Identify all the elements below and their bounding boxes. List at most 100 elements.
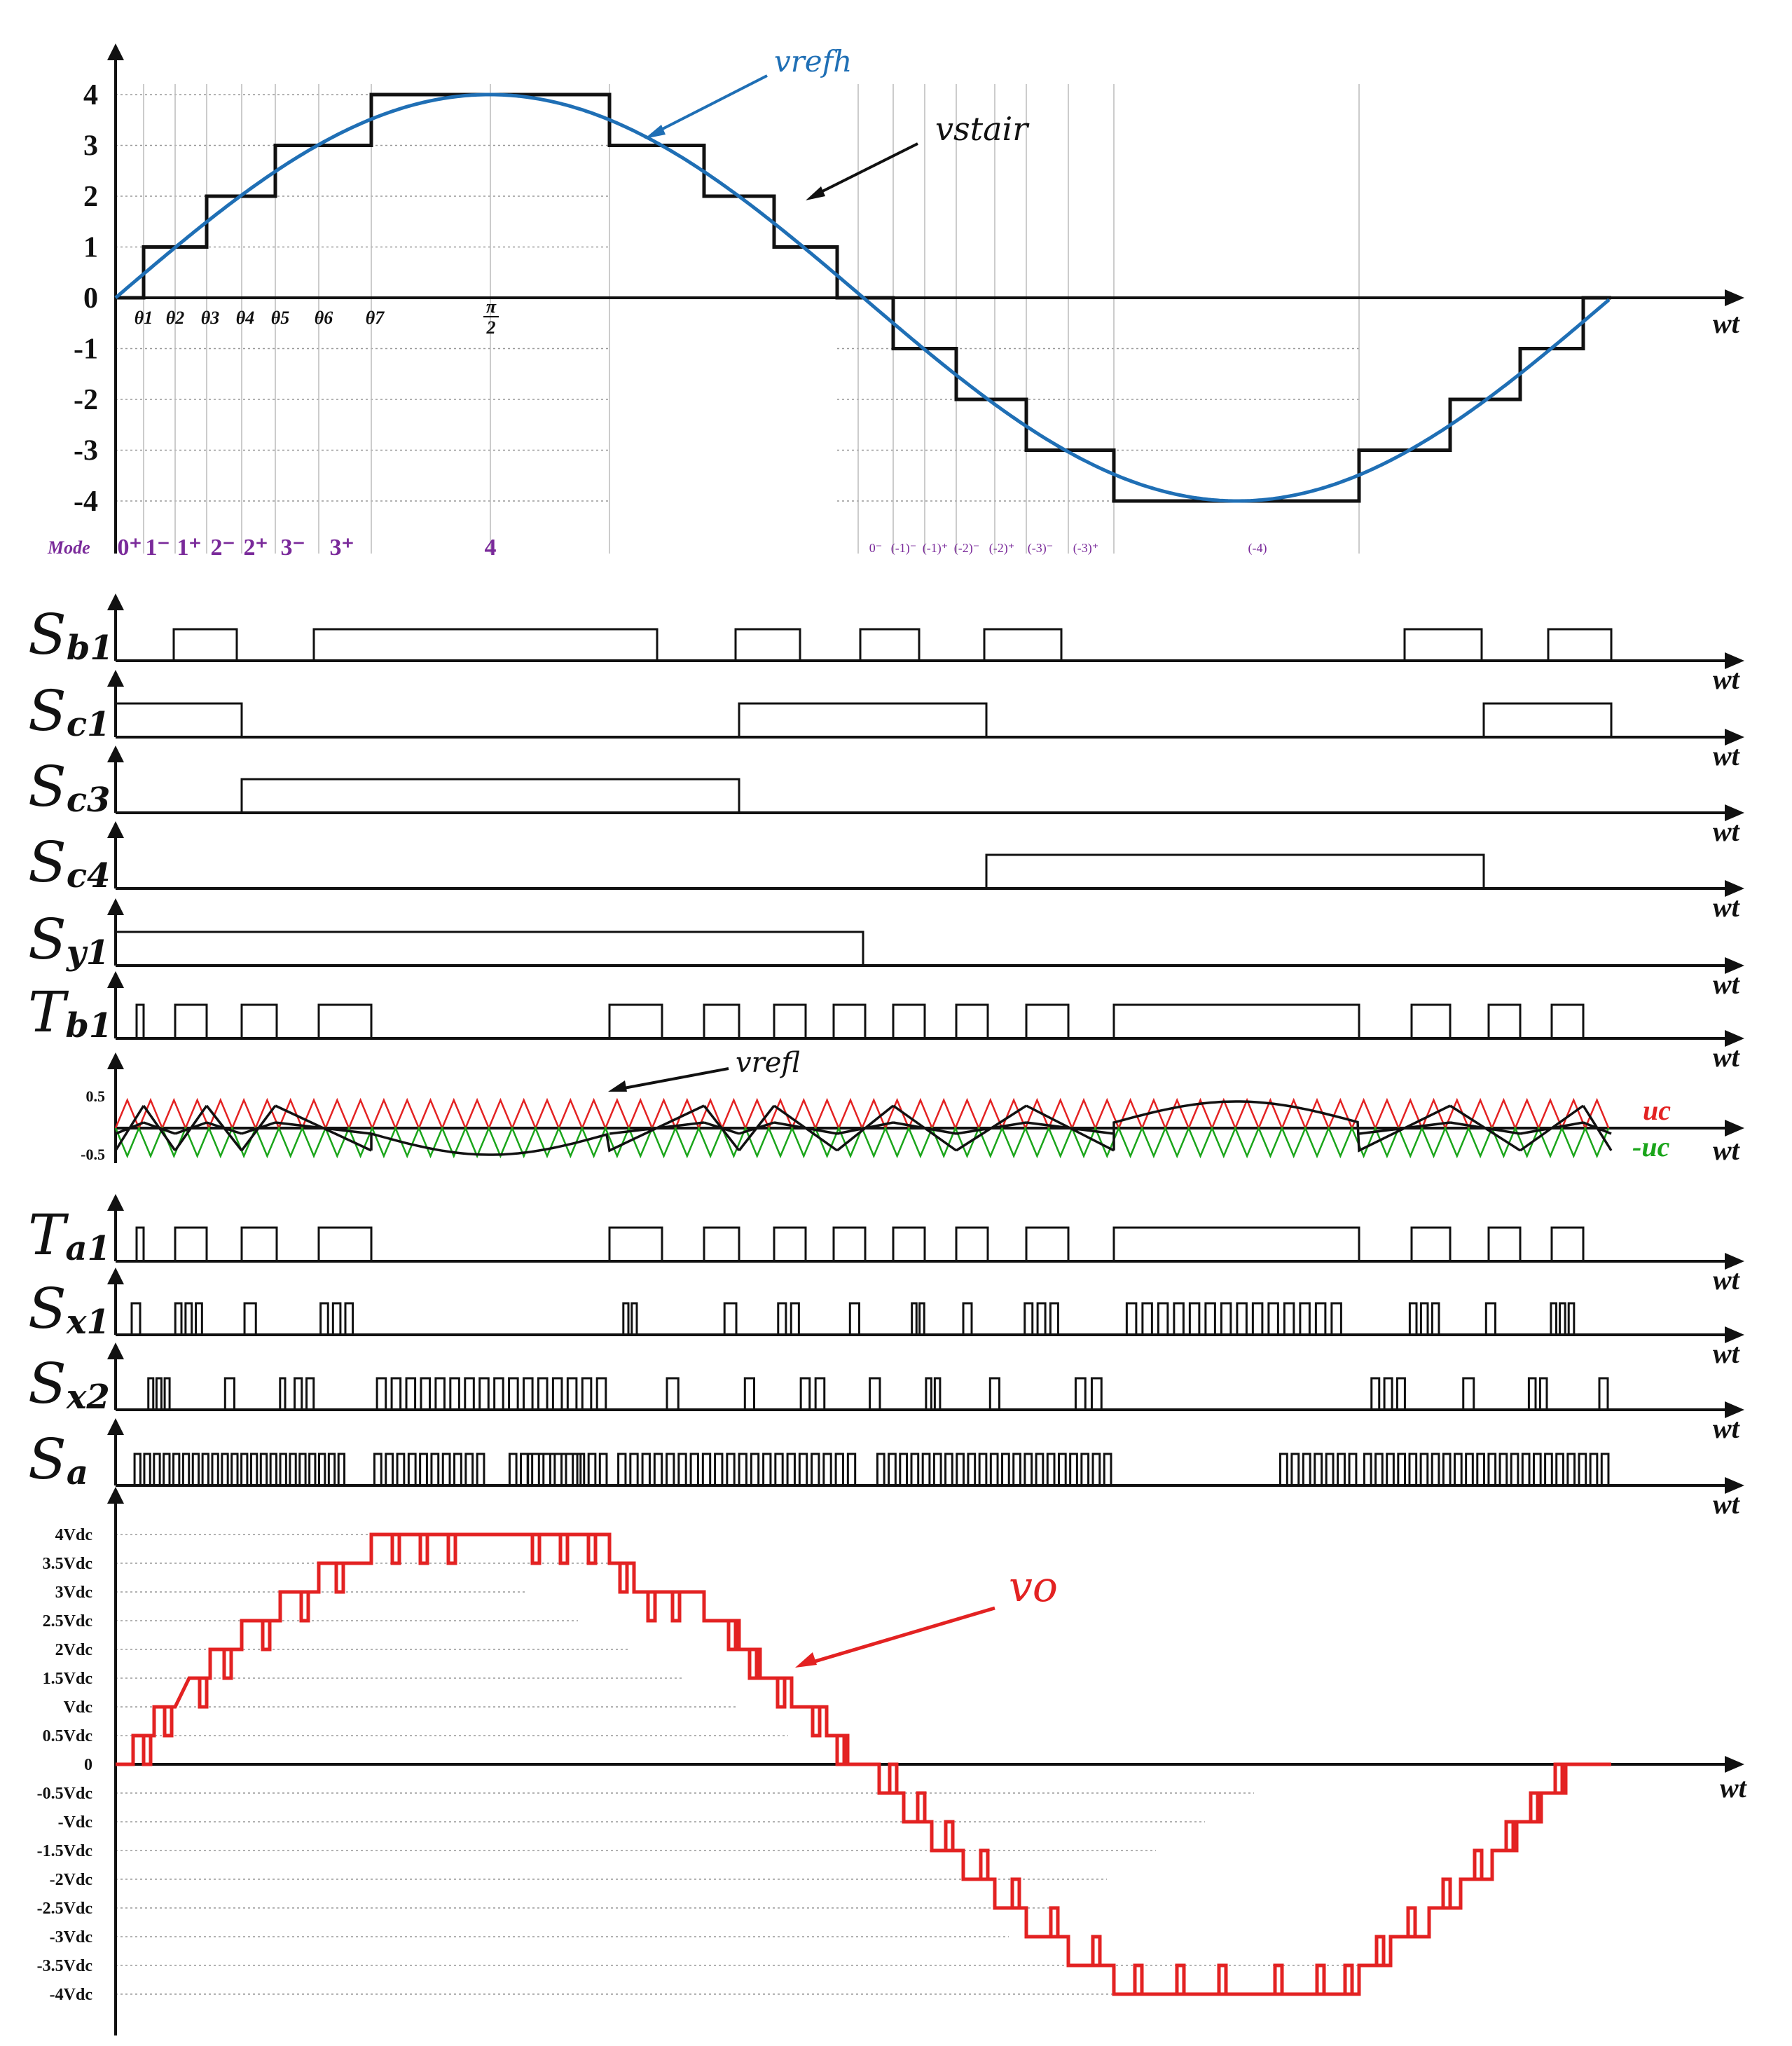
output-y-tick: 2.5Vdc — [43, 1612, 93, 1630]
output-x-axis-arrow — [1725, 1756, 1744, 1773]
top-y-tick: -1 — [74, 334, 98, 366]
mode-label: (-3)⁻ — [1028, 541, 1053, 556]
top-x-axis-arrow — [1725, 289, 1744, 306]
theta-label: θ1 — [135, 308, 153, 328]
panel-wt-label: wt — [1713, 740, 1741, 771]
output-wt-label: wt — [1720, 1772, 1748, 1804]
signal-label-sc3: Sc3 — [28, 754, 110, 820]
uc-label: uc — [1643, 1094, 1671, 1126]
mode-label: (-1)⁻ — [891, 541, 916, 556]
mode-title: Mode — [47, 537, 90, 558]
top-y-tick: 0 — [83, 282, 98, 315]
signal-panel-sc3: Sc3 wt — [28, 746, 1744, 847]
signal-panel-sc1: Sc1 wt — [28, 670, 1744, 771]
reference-staircase-panel: 4 3 2 1 0 -1 -2 -3 -4 θ1 θ2 θ3 θ4 θ5 θ6 θ7 π 2 wt vref… — [47, 43, 1744, 561]
panel-x-arrow — [1725, 1253, 1744, 1270]
mode-label: 3⁻ — [281, 535, 305, 561]
carrier-wt-label: wt — [1713, 1134, 1741, 1166]
top-y-tick-labels: 4 3 2 1 0 -1 -2 -3 -4 — [74, 79, 98, 518]
signal-label-tb1: Tb1 — [28, 980, 112, 1045]
mode-label: 2⁻ — [211, 535, 235, 561]
pulse-train — [116, 778, 1611, 814]
panel-x-arrow — [1725, 1477, 1744, 1494]
signal-label-sb1: Sb1 — [28, 602, 113, 668]
panel-wt-label: wt — [1713, 664, 1741, 695]
carrier-y-axis-arrow — [107, 1052, 124, 1069]
panel-x-arrow — [1725, 652, 1744, 669]
carrier-tick-bottom: -0.5 — [81, 1146, 105, 1163]
reference-sine — [114, 92, 1611, 503]
panel-y-arrow — [107, 971, 124, 988]
panel-x-arrow — [1725, 804, 1744, 821]
top-y-tick: -2 — [74, 384, 98, 416]
mode-label: 0⁺ — [118, 535, 142, 561]
output-voltage-panel: 4Vdc 3.5Vdc 3Vdc 2.5Vdc 2Vdc 1.5Vdc Vdc 0.5Vdc 0… — [37, 1487, 1748, 2035]
panel-x-arrow — [1725, 729, 1744, 746]
panel-x-arrow — [1725, 880, 1744, 897]
signal-panel-sc4: Sc4 wt — [28, 821, 1744, 923]
top-y-tick: 3 — [83, 130, 98, 163]
top-y-axis-arrow — [107, 43, 124, 60]
theta-label: θ3 — [201, 308, 220, 328]
output-y-axis-arrow — [107, 1487, 124, 1504]
pulse-train — [116, 1453, 1611, 1487]
signal-label-sx1: Sx1 — [28, 1276, 110, 1342]
mode-label: 3⁺ — [330, 535, 354, 561]
output-y-tick: 3Vdc — [55, 1584, 93, 1602]
pi-over-2-numerator: π — [486, 296, 497, 317]
signal-label-ta1: Ta1 — [28, 1202, 111, 1268]
output-y-tick-labels: 4Vdc 3.5Vdc 3Vdc 2.5Vdc 2Vdc 1.5Vdc Vdc 0.5Vdc 0… — [37, 1526, 93, 2004]
theta-label: θ4 — [236, 308, 255, 328]
output-y-tick: 2Vdc — [55, 1641, 93, 1659]
signal-panel-sx1: Sx1 wt — [28, 1268, 1744, 1369]
signal-panel-sx2: Sx2 wt — [28, 1343, 1744, 1444]
pulse-train — [116, 1302, 1611, 1336]
signal-label-sc4: Sc4 — [28, 830, 110, 895]
vstair-arrowhead — [806, 186, 825, 200]
vo-arrowhead — [795, 1652, 817, 1668]
neg-uc-label: -uc — [1632, 1131, 1670, 1162]
panel-x-arrow — [1725, 1030, 1744, 1047]
mode-label: 2⁺ — [244, 535, 268, 561]
output-y-tick: -Vdc — [58, 1813, 93, 1832]
mode-label: 0⁻ — [869, 541, 883, 555]
theta-labels: θ1 θ2 θ3 θ4 θ5 θ6 θ7 — [135, 308, 385, 328]
vrefh-arrow — [651, 74, 768, 136]
panel-wt-label: wt — [1713, 1264, 1741, 1296]
top-wt-label: wt — [1713, 308, 1741, 339]
mode-label: (-1)⁺ — [923, 541, 948, 556]
panel-wt-label: wt — [1713, 1041, 1741, 1073]
signal-panel-sb1: Sb1 wt — [28, 593, 1744, 695]
top-y-tick: 2 — [83, 181, 98, 213]
carrier-comparison-panel: 0.5 -0.5 vrefl uc -uc wt — [81, 1047, 1744, 1166]
panel-wt-label: wt — [1713, 968, 1741, 1000]
mode-label: (-2)⁻ — [954, 541, 979, 556]
pulse-train — [116, 628, 1613, 662]
panel-y-arrow — [107, 821, 124, 838]
panel-y-arrow — [107, 1194, 124, 1211]
panel-wt-label: wt — [1713, 891, 1741, 923]
signal-panel-sa: Sa wt — [28, 1418, 1744, 1520]
panel-wt-label: wt — [1713, 816, 1741, 847]
panel-wt-label: wt — [1713, 1338, 1741, 1369]
top-y-tick: -4 — [74, 486, 98, 518]
panel-y-arrow — [107, 898, 124, 915]
vrefh-arrowhead — [645, 125, 666, 139]
theta-label: θ6 — [315, 308, 333, 328]
signal-panel-sy1: Sy1 wt — [28, 898, 1744, 1000]
panel-wt-label: wt — [1713, 1413, 1741, 1444]
signal-panel-ta1: Ta1 wt — [28, 1194, 1744, 1296]
panel-y-arrow — [107, 1268, 124, 1284]
output-y-tick: 0 — [84, 1756, 92, 1774]
carrier-tick-top: 0.5 — [86, 1087, 106, 1105]
panel-y-arrow — [107, 1418, 124, 1435]
theta-label: θ5 — [271, 308, 290, 328]
mode-labels: 0⁺ 1⁻ 1⁺ 2⁻ 2⁺ 3⁻ 3⁺ 4 0⁻ (-1)⁻ (-1)⁺ (-2)⁻ (-2)⁺ (-3… — [118, 535, 1267, 561]
signal-label-sa: Sa — [28, 1427, 88, 1492]
top-y-tick: -3 — [74, 435, 98, 467]
output-y-tick: -2Vdc — [50, 1871, 93, 1889]
pulse-train — [116, 1003, 1611, 1040]
mode-label: 1⁺ — [177, 535, 202, 561]
output-y-tick: -1.5Vdc — [37, 1842, 93, 1860]
vrefl-waveform — [114, 1100, 1613, 1156]
